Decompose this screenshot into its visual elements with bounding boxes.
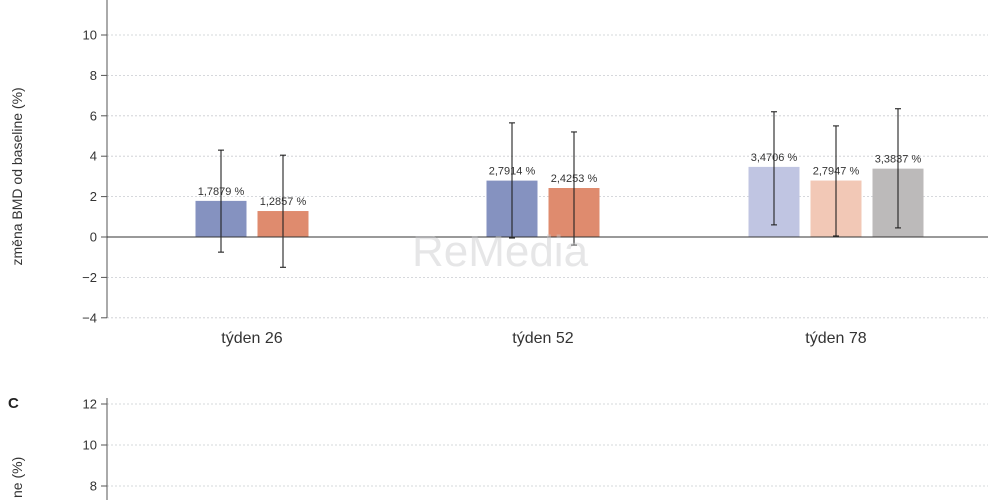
y-axis-label: ne (%)	[9, 457, 25, 498]
y-tick-label: 8	[90, 68, 97, 83]
chart-panel-c: C 12 10 8 ne (%)	[8, 395, 988, 500]
y-tick-label: 0	[90, 230, 97, 245]
y-tick-label: 10	[83, 438, 97, 453]
watermark-text: ReMedia	[412, 227, 589, 276]
chart-canvas: 10 8 6 4 2 0 −2 −4 změna BMD od baseline (%) 1,78…	[0, 0, 1000, 500]
data-label: 1,2857 %	[260, 196, 307, 208]
data-label: 2,7947 %	[813, 166, 860, 178]
y-tick-label: 12	[83, 397, 97, 412]
y-tick-label: 8	[90, 479, 97, 494]
x-category-label: týden 26	[221, 330, 282, 347]
y-tick-label: −4	[82, 310, 97, 325]
data-label: 2,7914 %	[489, 166, 536, 178]
chart-panel-b: 10 8 6 4 2 0 −2 −4 změna BMD od baseline (%) 1,78…	[9, 0, 988, 347]
x-category-label: týden 78	[805, 330, 866, 347]
data-label: 3,3837 %	[875, 154, 922, 166]
data-label: 3,4706 %	[751, 152, 798, 164]
y-axis-label: změna BMD od baseline (%)	[9, 87, 25, 265]
panel-label: C	[8, 395, 19, 412]
y-tick-label: 4	[90, 149, 97, 164]
data-label: 2,4253 %	[551, 173, 598, 185]
y-tick-label: 6	[90, 108, 97, 123]
y-tick-label: 2	[90, 189, 97, 204]
x-category-label: týden 52	[512, 330, 573, 347]
data-label: 1,7879 %	[198, 186, 245, 198]
y-tick-label: 10	[83, 28, 97, 43]
y-tick-label: −2	[82, 270, 97, 285]
